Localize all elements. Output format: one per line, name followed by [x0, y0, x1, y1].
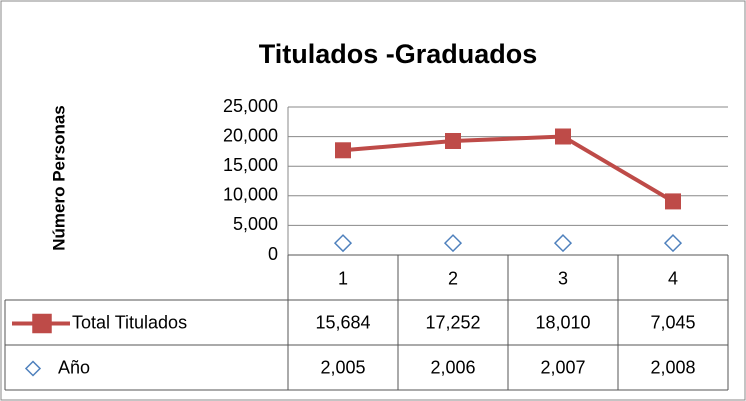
x-tick-label: 4 — [668, 268, 678, 288]
y-tick-label: 15,000 — [223, 155, 278, 175]
table-value: 2,006 — [430, 357, 475, 377]
point — [665, 193, 681, 210]
table-value: 15,684 — [315, 312, 370, 332]
table-value: 18,010 — [535, 312, 590, 332]
y-tick-label: 25,000 — [223, 96, 278, 116]
table-value: 2,007 — [540, 357, 585, 377]
chart-title: Titulados -Graduados — [259, 39, 538, 69]
table-value: 7,045 — [650, 312, 695, 332]
point — [443, 234, 463, 253]
y-tick-label: 5,000 — [233, 214, 278, 234]
point — [333, 234, 353, 253]
x-tick-label: 3 — [558, 268, 568, 288]
legend-marker — [24, 360, 42, 377]
y-axis-label: Número Personas — [49, 105, 68, 251]
y-tick-label: 20,000 — [223, 125, 278, 145]
legend-label: Total Titulados — [72, 312, 187, 332]
point — [553, 234, 573, 253]
point — [445, 132, 461, 149]
series-line — [342, 134, 675, 204]
point — [663, 234, 683, 253]
x-tick-label: 1 — [338, 268, 348, 288]
legend-label: Año — [58, 357, 90, 377]
table-value: 2,008 — [650, 357, 695, 377]
y-tick-label: 10,000 — [223, 185, 278, 205]
table-value: 2,005 — [320, 357, 365, 377]
x-tick-label: 2 — [448, 268, 458, 288]
y-tick-label: 0 — [268, 244, 278, 264]
legend-marker — [32, 313, 52, 334]
point — [335, 142, 351, 159]
table-value: 17,252 — [425, 312, 480, 332]
point — [555, 128, 571, 145]
